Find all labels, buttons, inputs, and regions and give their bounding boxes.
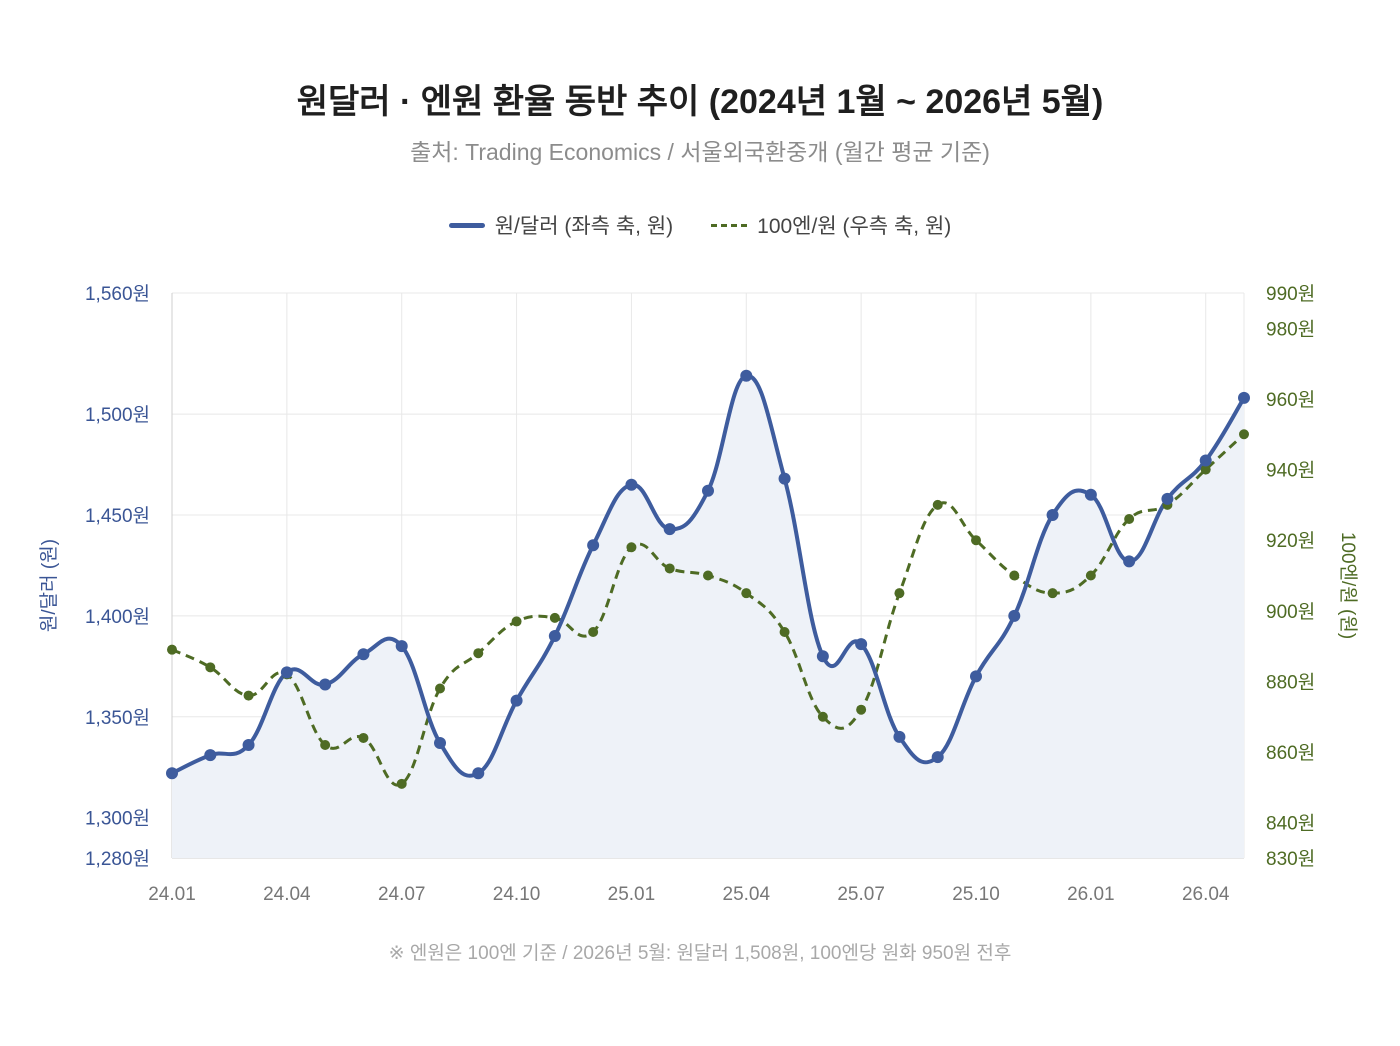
x-tick-label: 24.10 <box>493 884 541 905</box>
x-tick-label: 24.07 <box>378 884 426 905</box>
point-usdkrw <box>1161 492 1174 505</box>
x-tick-label: 24.01 <box>148 884 196 905</box>
y-tick-left-label: 1,400원 <box>85 606 150 628</box>
point-jpykrw <box>1009 570 1020 581</box>
point-usdkrw <box>510 694 523 707</box>
point-usdkrw <box>778 472 791 485</box>
point-usdkrw <box>663 523 676 536</box>
y-tick-right-label: 940원 <box>1266 460 1315 482</box>
y-tick-left-label: 1,300원 <box>85 808 150 830</box>
legend-item-jpykrw[interactable]: 100엔/원 (우측 축, 원) <box>711 210 951 240</box>
y-axis-right-title: 100엔/원 (원) <box>1337 532 1359 639</box>
point-jpykrw <box>205 662 216 673</box>
point-usdkrw <box>702 484 714 497</box>
legend-label-jpykrw: 100엔/원 (우측 축, 원) <box>757 215 952 238</box>
x-tick-label: 25.04 <box>723 884 771 905</box>
point-usdkrw <box>1046 508 1059 521</box>
y-tick-right-label: 880원 <box>1266 671 1315 693</box>
point-usdkrw <box>625 478 638 491</box>
point-jpykrw <box>243 690 254 701</box>
y-tick-left-label: 1,450원 <box>85 505 150 527</box>
y-tick-right-label: 960원 <box>1266 389 1315 411</box>
point-usdkrw <box>395 640 408 653</box>
y-tick-right-label: 840원 <box>1266 813 1315 835</box>
y-tick-right-label: 990원 <box>1266 283 1315 305</box>
point-usdkrw <box>587 539 600 552</box>
point-usdkrw <box>816 650 829 663</box>
legend-item-usdkrw[interactable]: 원/달러 (좌측 축, 원) <box>448 210 674 240</box>
point-usdkrw <box>357 648 370 661</box>
series-usdkrw-area <box>172 375 1244 858</box>
point-usdkrw <box>931 751 944 764</box>
point-usdkrw <box>1238 391 1250 404</box>
point-jpykrw <box>703 570 713 581</box>
x-tick-label: 26.04 <box>1182 884 1230 905</box>
point-jpykrw <box>320 740 331 750</box>
point-usdkrw <box>280 666 293 679</box>
point-jpykrw <box>741 588 752 599</box>
point-usdkrw <box>1199 454 1212 467</box>
point-usdkrw <box>242 739 255 751</box>
y-tick-left-label: 1,350원 <box>85 707 150 729</box>
point-jpykrw <box>971 535 981 546</box>
x-tick-label: 25.07 <box>837 884 885 905</box>
point-jpykrw <box>1200 464 1211 475</box>
x-tick-label: 24.04 <box>263 884 311 905</box>
point-jpykrw <box>588 627 599 637</box>
point-jpykrw <box>779 627 790 637</box>
y-axis-left-title: 원/달러 (원) <box>38 539 60 632</box>
chart-subtitle: 출처: Trading Economics / 서울외국환중개 (월간 평균 기… <box>410 139 990 165</box>
point-jpykrw <box>167 644 177 655</box>
point-usdkrw <box>1123 555 1136 568</box>
point-jpykrw <box>626 542 637 553</box>
legend-swatch-jpykrw <box>711 223 748 227</box>
point-jpykrw <box>511 616 522 627</box>
x-tick-label: 25.01 <box>608 884 656 905</box>
chart-title: 원달러 · 엔원 환율 동반 추이 (2024년 1월 ~ 2026년 5월) <box>296 83 1104 121</box>
y-tick-left-label: 1,280원 <box>85 848 150 870</box>
point-usdkrw <box>1008 609 1021 622</box>
point-jpykrw <box>817 711 828 722</box>
y-tick-right-label: 980원 <box>1266 318 1315 340</box>
y-tick-left-label: 1,500원 <box>85 404 150 426</box>
point-jpykrw <box>473 648 484 659</box>
y-tick-right-label: 900원 <box>1266 601 1315 623</box>
point-jpykrw <box>358 732 369 743</box>
point-jpykrw <box>664 563 675 574</box>
point-usdkrw <box>893 730 906 743</box>
point-usdkrw <box>204 749 217 762</box>
y-tick-right-label: 860원 <box>1266 742 1315 764</box>
point-jpykrw <box>894 588 905 599</box>
point-jpykrw <box>1085 570 1096 581</box>
y-tick-left-label: 1,560원 <box>85 283 150 305</box>
legend: 원/달러 (좌측 축, 원) 100엔/원 (우측 축, 원) <box>0 210 1400 240</box>
point-usdkrw <box>740 369 753 382</box>
legend-label-usdkrw: 원/달러 (좌측 축, 원) <box>494 215 674 238</box>
x-tick-label: 26.01 <box>1067 884 1115 905</box>
point-usdkrw <box>319 678 332 691</box>
point-usdkrw <box>472 767 485 780</box>
point-usdkrw <box>434 736 446 749</box>
point-jpykrw <box>396 778 407 789</box>
point-jpykrw <box>549 612 560 623</box>
point-usdkrw <box>970 670 982 683</box>
point-jpykrw <box>1124 514 1135 524</box>
legend-swatch-usdkrw <box>448 222 485 228</box>
chart-footnote: ※ 엔원은 100엔 기준 / 2026년 5월: 원달러 1,508원, 10… <box>388 943 1012 964</box>
y-tick-right-label: 920원 <box>1266 530 1315 552</box>
point-jpykrw <box>1239 429 1249 440</box>
point-usdkrw <box>548 630 561 643</box>
point-usdkrw <box>855 638 868 651</box>
x-tick-label: 25.10 <box>952 884 1000 905</box>
point-usdkrw <box>166 767 178 780</box>
point-usdkrw <box>1084 488 1097 501</box>
point-jpykrw <box>932 499 943 510</box>
y-tick-right-label: 830원 <box>1266 848 1315 870</box>
point-jpykrw <box>1047 588 1058 599</box>
point-jpykrw <box>435 683 445 694</box>
point-jpykrw <box>856 704 867 715</box>
